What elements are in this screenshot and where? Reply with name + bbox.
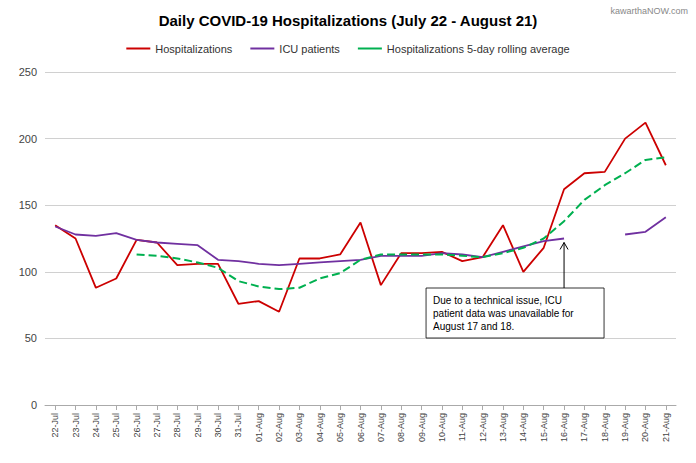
svg-text:05-Aug: 05-Aug (335, 413, 345, 442)
svg-text:28-Jul: 28-Jul (172, 413, 182, 438)
svg-text:150: 150 (19, 199, 37, 211)
svg-text:ICU patients: ICU patients (279, 43, 340, 55)
svg-text:250: 250 (19, 66, 37, 78)
svg-text:100: 100 (19, 266, 37, 278)
svg-text:kawarthaNOW.com: kawarthaNOW.com (610, 6, 688, 16)
svg-text:02-Aug: 02-Aug (274, 413, 284, 442)
svg-text:15-Aug: 15-Aug (539, 413, 549, 442)
svg-text:01-Aug: 01-Aug (254, 413, 264, 442)
svg-text:200: 200 (19, 133, 37, 145)
svg-text:19-Aug: 19-Aug (620, 413, 630, 442)
svg-text:17-Aug: 17-Aug (579, 413, 589, 442)
svg-text:16-Aug: 16-Aug (559, 413, 569, 442)
svg-text:Hospitalizations 5-day rolling: Hospitalizations 5-day rolling average (387, 43, 570, 55)
svg-text:23-Jul: 23-Jul (71, 413, 81, 438)
svg-text:12-Aug: 12-Aug (478, 413, 488, 442)
svg-text:Hospitalizations: Hospitalizations (155, 43, 233, 55)
svg-text:24-Jul: 24-Jul (91, 413, 101, 438)
svg-text:11-Aug: 11-Aug (457, 413, 467, 441)
svg-text:patient data was unavailable f: patient data was unavailable for (433, 308, 574, 319)
svg-text:30-Jul: 30-Jul (213, 413, 223, 438)
svg-text:14-Aug: 14-Aug (518, 413, 528, 442)
svg-text:26-Jul: 26-Jul (132, 413, 142, 438)
svg-text:27-Jul: 27-Jul (152, 413, 162, 438)
svg-text:50: 50 (25, 332, 37, 344)
svg-text:04-Aug: 04-Aug (315, 413, 325, 442)
svg-text:07-Aug: 07-Aug (376, 413, 386, 442)
svg-text:06-Aug: 06-Aug (356, 413, 366, 442)
svg-text:0: 0 (31, 399, 37, 411)
svg-text:25-Jul: 25-Jul (111, 413, 121, 438)
svg-text:29-Jul: 29-Jul (193, 413, 203, 438)
svg-text:22-Jul: 22-Jul (50, 413, 60, 438)
svg-text:Daily COVID-19 Hospitalization: Daily COVID-19 Hospitalizations (July 22… (159, 12, 538, 29)
svg-text:08-Aug: 08-Aug (396, 413, 406, 442)
svg-text:20-Aug: 20-Aug (640, 413, 650, 442)
svg-text:13-Aug: 13-Aug (498, 413, 508, 442)
svg-text:21-Aug: 21-Aug (661, 413, 671, 442)
svg-text:09-Aug: 09-Aug (417, 413, 427, 442)
svg-text:August 17 and 18.: August 17 and 18. (433, 321, 514, 332)
svg-text:Due to a technical issue, ICU: Due to a technical issue, ICU (433, 295, 562, 306)
svg-text:03-Aug: 03-Aug (294, 413, 304, 442)
svg-text:18-Aug: 18-Aug (600, 413, 610, 442)
svg-text:31-Jul: 31-Jul (233, 413, 243, 438)
svg-text:10-Aug: 10-Aug (437, 413, 447, 442)
